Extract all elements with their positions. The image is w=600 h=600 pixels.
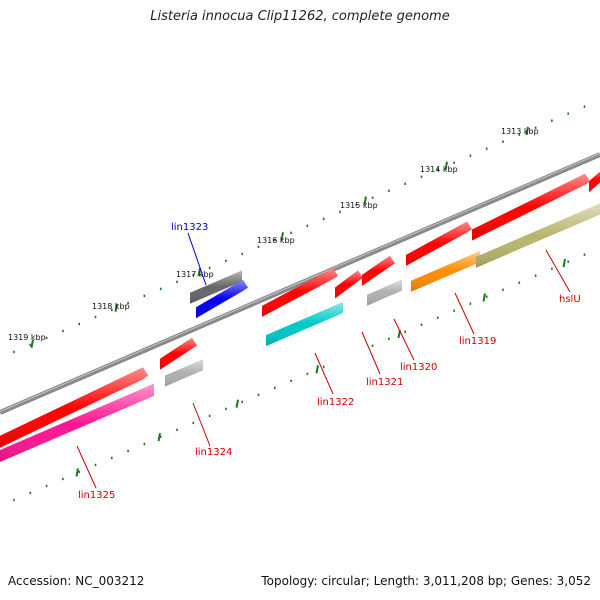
leader-line-lin1325 — [76, 445, 97, 489]
ruler-tick-label: 1314 kbp — [420, 165, 458, 174]
gene-label-hslU[interactable]: hslU — [559, 294, 581, 305]
ruler-ticks-layer: 1313 kbp 1314 kbp 1315 kbp 1316 kbp 1317 kbp… — [8, 105, 586, 502]
gene-top-strand-6-shading — [406, 221, 472, 266]
inner-ruler-major-tick — [562, 258, 566, 268]
inner-ruler-major-tick — [482, 293, 486, 302]
gene-lin1324[interactable] — [165, 359, 203, 387]
gene-hslU-shading — [476, 203, 600, 268]
gene-label-lin1320[interactable]: lin1320 — [400, 362, 437, 373]
leader-line-lin1319 — [454, 292, 475, 335]
leader-line-lin1320 — [393, 318, 415, 361]
ruler-tick-label: 1318 kbp — [92, 302, 130, 311]
gene-top-strand-3[interactable] — [262, 268, 338, 317]
gene-top-strand-3-shading — [262, 268, 338, 317]
genes-layer — [0, 167, 600, 464]
inner-ruler-major-tick — [235, 399, 239, 408]
gene-lin1319-shading — [411, 251, 480, 292]
ruler-major-tick — [30, 339, 34, 348]
gene-top-strand-7-shading — [472, 173, 590, 241]
gene-labels-layer: lin1325 lin1324 lin1322 lin1321 lin1320 lin13… — [76, 222, 581, 501]
gene-lin1324-shading — [165, 359, 203, 387]
inner-ruler-major-tick — [315, 365, 319, 374]
leader-line-lin1323 — [187, 232, 207, 286]
gene-label-lin1325[interactable]: lin1325 — [78, 490, 115, 501]
genome-backbone — [0, 152, 600, 415]
ruler-major-tick — [114, 303, 118, 312]
gene-lin1320-shading — [367, 279, 402, 306]
ruler-major-tick — [444, 161, 448, 170]
gene-lin1322[interactable] — [266, 302, 343, 347]
leader-line-lin1322 — [314, 352, 334, 395]
leader-line-lin1324 — [192, 402, 211, 447]
leader-line-lin1321 — [361, 331, 381, 375]
ruler-major-tick — [363, 196, 367, 205]
gene-top-strand-4-shading — [335, 270, 363, 299]
leader-line-hslU — [545, 249, 571, 293]
gene-label-lin1324[interactable]: lin1324 — [195, 447, 232, 458]
figure-title: Listeria innocua Clip11262, complete gen… — [150, 9, 450, 24]
gene-top-strand-1[interactable] — [0, 367, 148, 450]
accession-text: Accession: NC_003212 — [8, 574, 145, 588]
gene-outer-gray-shading — [190, 270, 242, 304]
genome-backbone-highlight — [0, 153, 600, 412]
gene-lin1323[interactable] — [196, 279, 248, 319]
ruler-tick-label: 1315 kbp — [340, 201, 378, 210]
gene-outer-gray[interactable] — [190, 270, 242, 304]
ruler-tick-label: 1313 kbp — [501, 127, 539, 136]
inner-ruler-major-tick — [157, 433, 161, 442]
gene-label-lin1319[interactable]: lin1319 — [459, 336, 496, 347]
gene-hslU[interactable] — [476, 203, 600, 268]
ruler-major-tick — [197, 267, 201, 277]
gene-lin1325[interactable] — [0, 383, 154, 464]
gene-label-lin1321[interactable]: lin1321 — [366, 377, 403, 388]
gene-top-strand-5[interactable] — [362, 255, 395, 286]
gene-label-lin1322[interactable]: lin1322 — [317, 397, 354, 408]
gene-lin1322-shading — [266, 302, 343, 347]
genome-summary-text: Topology: circular; Length: 3,011,208 bp… — [261, 574, 591, 588]
ruler-tick-label: 1319 kbp — [8, 333, 46, 342]
backbone-layer — [0, 152, 600, 415]
gene-lin1323-shading — [196, 279, 248, 319]
gene-label-lin1323[interactable]: lin1323 — [171, 222, 208, 233]
gene-top-strand-8[interactable] — [589, 167, 600, 193]
gene-top-strand-2-shading — [160, 337, 197, 370]
ruler-major-tick — [280, 232, 284, 241]
ruler-major-tick — [525, 126, 529, 136]
gene-top-strand-8-shading — [589, 171, 600, 193]
gene-top-strand-6[interactable] — [406, 221, 472, 266]
gene-top-strand-2[interactable] — [160, 337, 197, 370]
gene-lin1325-shading — [0, 383, 154, 462]
gene-top-strand-5-shading — [362, 255, 395, 286]
ruler-tick-label: 1317 kbp — [176, 270, 214, 279]
inner-ruler-major-tick — [75, 468, 79, 477]
gene-top-strand-4[interactable] — [335, 270, 363, 299]
gene-top-strand-7[interactable] — [472, 173, 590, 241]
gene-lin1320[interactable] — [367, 279, 402, 306]
gene-top-strand-1-shading — [0, 367, 148, 448]
gene-lin1319[interactable] — [411, 251, 480, 292]
ruler-tick-label: 1316 kbp — [257, 236, 295, 245]
